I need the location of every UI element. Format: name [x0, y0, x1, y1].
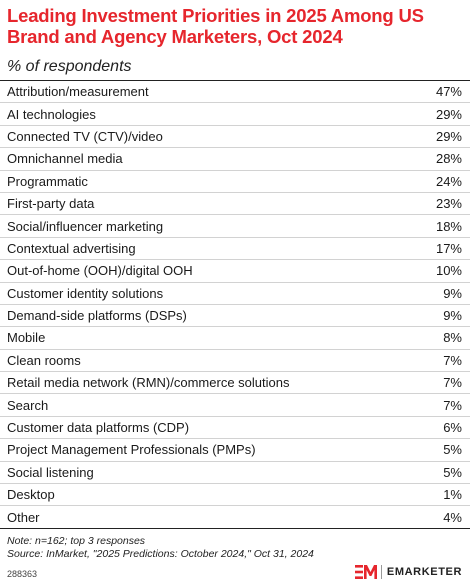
table-row: Contextual advertising 17%	[0, 238, 470, 261]
row-value: 6%	[443, 420, 462, 436]
row-label: Mobile	[7, 330, 46, 346]
table-row: Customer data platforms (CDP) 6%	[0, 417, 470, 440]
row-label: Clean rooms	[7, 352, 81, 368]
table-row: Clean rooms 7%	[0, 350, 470, 373]
chart-id: 288363	[7, 569, 38, 579]
row-value: 29%	[435, 128, 462, 144]
table-row: Desktop 1%	[0, 484, 470, 507]
row-label: Programmatic	[7, 173, 88, 189]
row-value: 5%	[443, 464, 462, 480]
emarketer-logo-icon	[354, 565, 377, 579]
table-row: Customer identity solutions 9%	[0, 283, 470, 305]
row-label: Retail media network (RMN)/commerce solu…	[7, 375, 290, 391]
row-value: 17%	[435, 240, 462, 256]
row-label: Social listening	[7, 464, 94, 480]
row-label: AI technologies	[7, 106, 96, 122]
row-label: Demand-side platforms (DSPs)	[7, 308, 187, 324]
table-row: Retail media network (RMN)/commerce solu…	[0, 372, 470, 395]
row-label: Other	[7, 509, 40, 525]
table-row: Programmatic 24%	[0, 171, 470, 193]
row-label: Omnichannel media	[7, 151, 123, 167]
row-value: 7%	[443, 352, 462, 368]
table-row: Social listening 5%	[0, 462, 470, 485]
table-row: Out-of-home (OOH)/digital OOH 10%	[0, 260, 470, 283]
row-value: 7%	[443, 375, 462, 391]
row-label: Search	[7, 397, 49, 413]
table-row: Search 7%	[0, 394, 470, 417]
row-value: 4%	[443, 509, 462, 525]
row-label: Customer identity solutions	[7, 285, 164, 301]
table-row: Social/influencer marketing 18%	[0, 215, 470, 238]
table-row: Omnichannel media 28%	[0, 148, 470, 171]
data-table: Attribution/measurement 47% AI technologie…	[0, 80, 470, 529]
table-row: Project Management Professionals (PMPs) 5…	[0, 439, 470, 462]
row-label: Customer data platforms (CDP)	[7, 420, 190, 436]
table-row: Connected TV (CTV)/video 29%	[0, 126, 470, 149]
brand-divider	[380, 565, 382, 579]
row-label: Attribution/measurement	[7, 84, 149, 100]
row-label: Desktop	[7, 487, 55, 503]
row-value: 10%	[435, 263, 462, 279]
row-value: 23%	[435, 196, 462, 212]
table-row: Demand-side platforms (DSPs) 9%	[0, 305, 470, 328]
row-label: Connected TV (CTV)/video	[7, 128, 163, 144]
row-label: Contextual advertising	[7, 240, 136, 256]
row-value: 28%	[435, 151, 462, 167]
row-value: 18%	[435, 218, 462, 234]
table-row: AI technologies 29%	[0, 103, 470, 126]
source-text: Source: InMarket, "2025 Predictions: Oct…	[7, 547, 314, 560]
brand-name: EMARKETER	[386, 566, 462, 578]
row-value: 8%	[443, 330, 462, 346]
row-value: 29%	[435, 106, 462, 122]
row-label: Social/influencer marketing	[7, 218, 164, 234]
note-text: Note: n=162; top 3 responses	[7, 535, 146, 547]
row-label: Out-of-home (OOH)/digital OOH	[7, 263, 193, 279]
table-row: Attribution/measurement 47%	[0, 81, 470, 104]
table-row: Other 4%	[0, 506, 470, 529]
row-label: Project Management Professionals (PMPs)	[7, 442, 256, 458]
row-value: 9%	[443, 285, 462, 301]
row-value: 1%	[443, 487, 462, 503]
row-value: 7%	[443, 397, 462, 413]
brand-logo-group: EMARKETER	[354, 564, 462, 580]
chart-subtitle: % of respondents	[7, 58, 132, 75]
table-row: First-party data 23%	[0, 193, 470, 216]
chart-title: Leading Investment Priorities in 2025 Am…	[7, 5, 424, 47]
table-row: Mobile 8%	[0, 327, 470, 350]
row-value: 47%	[435, 84, 462, 100]
row-value: 5%	[443, 442, 462, 458]
row-label: First-party data	[7, 196, 95, 212]
chart-notes: Note: n=162; top 3 responses Source: InM…	[7, 535, 314, 560]
row-value: 9%	[443, 308, 462, 324]
row-value: 24%	[435, 173, 462, 189]
